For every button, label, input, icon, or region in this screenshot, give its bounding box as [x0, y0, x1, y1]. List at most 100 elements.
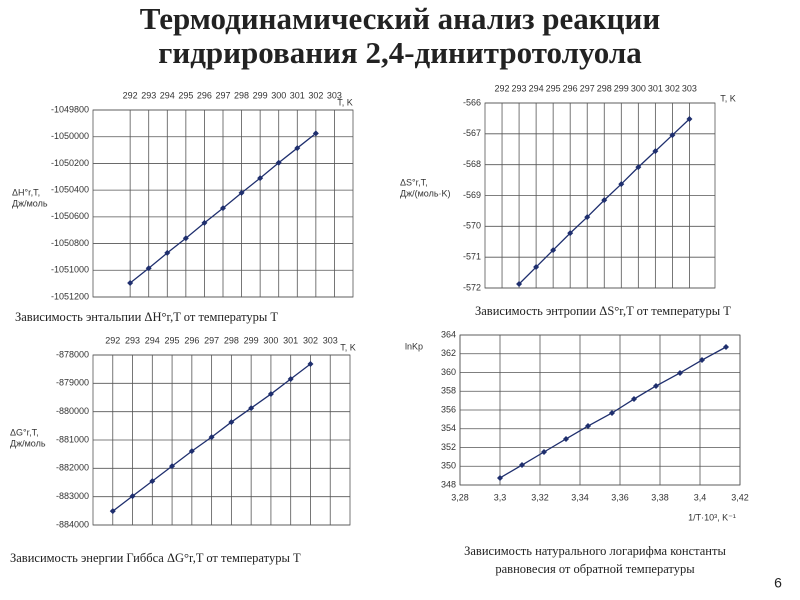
- title-line: Термодинамический анализ реакции: [140, 1, 661, 36]
- y-tick-label: 348: [441, 479, 456, 489]
- x-tick-label: 298: [597, 83, 612, 93]
- x-tick-label: 299: [244, 335, 259, 345]
- point-marker: [294, 145, 301, 152]
- x-tick-label: 292: [123, 90, 138, 100]
- point-marker: [584, 214, 591, 221]
- y-axis-label: Дж/(моль·K): [400, 188, 451, 198]
- point-marker: [563, 435, 569, 442]
- x-tick-label: 303: [323, 335, 338, 345]
- y-tick-label: -1050400: [51, 185, 89, 195]
- x-tick-label: 299: [253, 90, 268, 100]
- point-marker: [248, 405, 255, 412]
- x-tick-label: 301: [290, 90, 305, 100]
- y-tick-label: 360: [441, 367, 456, 377]
- y-tick-label: 356: [441, 404, 456, 414]
- y-axis-label: Дж/моль: [10, 438, 46, 448]
- point-marker: [182, 235, 189, 242]
- x-tick-label: 303: [682, 83, 697, 93]
- x-tick-label: 293: [512, 83, 527, 93]
- x-tick-label: 300: [631, 83, 646, 93]
- y-tick-label: 364: [441, 329, 456, 339]
- point-marker: [169, 463, 176, 470]
- x-tick-label: 3,38: [651, 492, 669, 502]
- x-tick-label: 298: [234, 90, 249, 100]
- chart-caption: Зависимость натурального логарифма конст…: [464, 544, 726, 558]
- y-tick-label: -567: [463, 128, 481, 138]
- point-marker: [145, 265, 152, 272]
- point-marker: [201, 219, 208, 226]
- y-tick-label: -572: [463, 282, 481, 292]
- x-tick-label: 300: [271, 90, 286, 100]
- y-axis-label: lnKp: [405, 341, 423, 351]
- y-tick-label: -1049800: [51, 104, 89, 114]
- x-tick-label: 293: [125, 335, 140, 345]
- y-tick-label: -1050000: [51, 131, 89, 141]
- chart-caption: Зависимость энтропии ΔS°r,T от температу…: [475, 304, 731, 318]
- y-tick-label: -880000: [56, 406, 89, 416]
- point-marker: [541, 449, 547, 455]
- x-tick-label: 303: [327, 90, 342, 100]
- x-tick-label: 298: [224, 335, 239, 345]
- y-axis-label: ΔS°r,T,: [400, 177, 428, 187]
- x-axis-label: 1/T·10³, K⁻¹: [688, 512, 736, 522]
- y-tick-label: -570: [463, 221, 481, 231]
- point-marker: [220, 205, 226, 212]
- point-marker: [267, 391, 274, 398]
- y-tick-label: -1050200: [51, 158, 89, 168]
- y-tick-label: -1050800: [51, 238, 89, 248]
- y-axis-label: ΔH°r,T,: [12, 187, 40, 197]
- x-tick-label: 296: [184, 335, 199, 345]
- x-tick-label: 292: [495, 83, 510, 93]
- y-tick-label: -571: [463, 252, 481, 262]
- y-tick-label: -1050600: [51, 211, 89, 221]
- point-marker: [699, 357, 705, 364]
- x-tick-label: 3,28: [451, 492, 469, 502]
- x-tick-label: 295: [165, 335, 180, 345]
- plot-frame: [92, 109, 354, 298]
- point-marker: [652, 148, 659, 155]
- x-tick-label: 297: [215, 90, 230, 100]
- point-marker: [188, 448, 195, 455]
- x-tick-label: 297: [204, 335, 219, 345]
- x-tick-label: 302: [303, 335, 318, 345]
- point-marker: [127, 279, 134, 286]
- point-marker: [519, 462, 525, 469]
- x-tick-label: 3,36: [611, 492, 629, 502]
- point-marker: [129, 493, 136, 500]
- y-axis-label: ΔG°r,T,: [10, 427, 39, 437]
- x-tick-label: 300: [263, 335, 278, 345]
- x-tick-label: 295: [178, 90, 193, 100]
- x-tick-label: 292: [105, 335, 120, 345]
- point-marker: [669, 132, 676, 139]
- chart-caption: Зависимость энергии Гиббса ΔG°r,T от тем…: [10, 551, 301, 565]
- y-tick-label: 354: [441, 423, 456, 433]
- y-tick-label: -883000: [56, 491, 89, 501]
- x-tick-label: 294: [160, 90, 175, 100]
- x-tick-label: 294: [145, 335, 160, 345]
- plot-frame: [459, 334, 741, 486]
- y-axis-label: Дж/моль: [12, 198, 48, 208]
- x-tick-label: 3,34: [571, 492, 589, 502]
- y-tick-label: 350: [441, 461, 456, 471]
- chart-caption: равновесия от обратной температуры: [495, 562, 695, 576]
- point-marker: [533, 264, 540, 271]
- point-marker: [497, 474, 503, 481]
- y-tick-label: -568: [463, 159, 481, 169]
- page-number: 6: [774, 575, 782, 591]
- point-marker: [723, 344, 729, 350]
- point-marker: [567, 230, 574, 237]
- y-tick-label: -569: [463, 190, 481, 200]
- x-axis-label: T, K: [340, 342, 356, 352]
- chart-caption: Зависимость энтальпии ΔH°r,T от температ…: [15, 310, 278, 324]
- x-tick-label: 3,3: [494, 492, 507, 502]
- point-marker: [275, 159, 282, 166]
- y-tick-label: -879000: [56, 378, 89, 388]
- point-marker: [601, 197, 608, 204]
- point-marker: [677, 369, 683, 376]
- y-tick-label: -881000: [56, 434, 89, 444]
- point-marker: [149, 478, 156, 485]
- x-tick-label: 299: [614, 83, 629, 93]
- point-marker: [208, 434, 215, 441]
- y-tick-label: -1051200: [51, 291, 89, 301]
- x-tick-label: 3,32: [531, 492, 549, 502]
